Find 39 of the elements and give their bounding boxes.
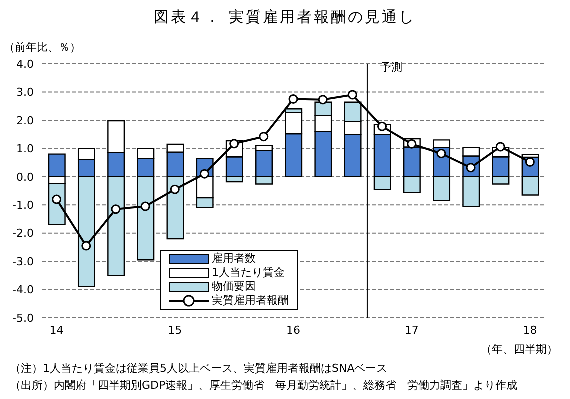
x-axis-title: （年、四半期） bbox=[481, 342, 558, 357]
chart-title: 図表４． 実質雇用者報酬の見通し bbox=[153, 8, 417, 27]
y-tick-label: -5.0 bbox=[12, 312, 34, 325]
text: （注）1人当たり賃金は従業員5人以上ベース、実質雇用者報酬はSNAベース bbox=[10, 361, 389, 377]
point bbox=[288, 94, 298, 104]
y-tick-label: 2.0 bbox=[16, 114, 34, 128]
point bbox=[140, 202, 150, 212]
point bbox=[52, 194, 62, 204]
y-tick-label: -1.0 bbox=[12, 199, 34, 212]
point bbox=[348, 90, 358, 100]
y-tick-label: 3.0 bbox=[16, 86, 34, 100]
point bbox=[82, 241, 92, 251]
ref-line-label: 予測 bbox=[380, 60, 402, 74]
point bbox=[259, 132, 269, 142]
y-tick-label: 4.0 bbox=[16, 58, 34, 71]
x-tick-label: 14 bbox=[50, 324, 64, 337]
x-tick-label: 15 bbox=[168, 324, 182, 337]
y-tick-label: -2.0 bbox=[12, 227, 34, 240]
y-tick-label: -4.0 bbox=[12, 284, 34, 297]
legend-label: 物価要因 bbox=[212, 280, 256, 294]
point bbox=[200, 169, 210, 179]
y-tick-label: 0.0 bbox=[16, 170, 34, 184]
x-tick-label: 17 bbox=[404, 324, 419, 337]
x-tick-label: 18 bbox=[523, 324, 538, 337]
y-axis-title: （前年比、％） bbox=[4, 40, 81, 55]
legend-label: 1人当たり賃金 bbox=[212, 266, 285, 280]
point bbox=[230, 139, 240, 149]
legend-label: 雇用者数 bbox=[212, 252, 256, 266]
point bbox=[496, 142, 506, 152]
text: （出所）内閣府「四半期別GDP速報」、厚生労働省「毎月勤労統計」、総務省「労働力調査」より作成 bbox=[10, 378, 518, 394]
point bbox=[170, 184, 180, 194]
legend-label: 実質雇用者報酬 bbox=[212, 294, 289, 308]
y-tick-label: -3.0 bbox=[12, 255, 34, 268]
point bbox=[111, 204, 121, 214]
x-tick-label: 16 bbox=[286, 324, 300, 337]
point bbox=[318, 95, 328, 105]
point bbox=[407, 139, 417, 149]
point bbox=[436, 148, 446, 158]
y-tick-label: 1.0 bbox=[16, 142, 34, 156]
